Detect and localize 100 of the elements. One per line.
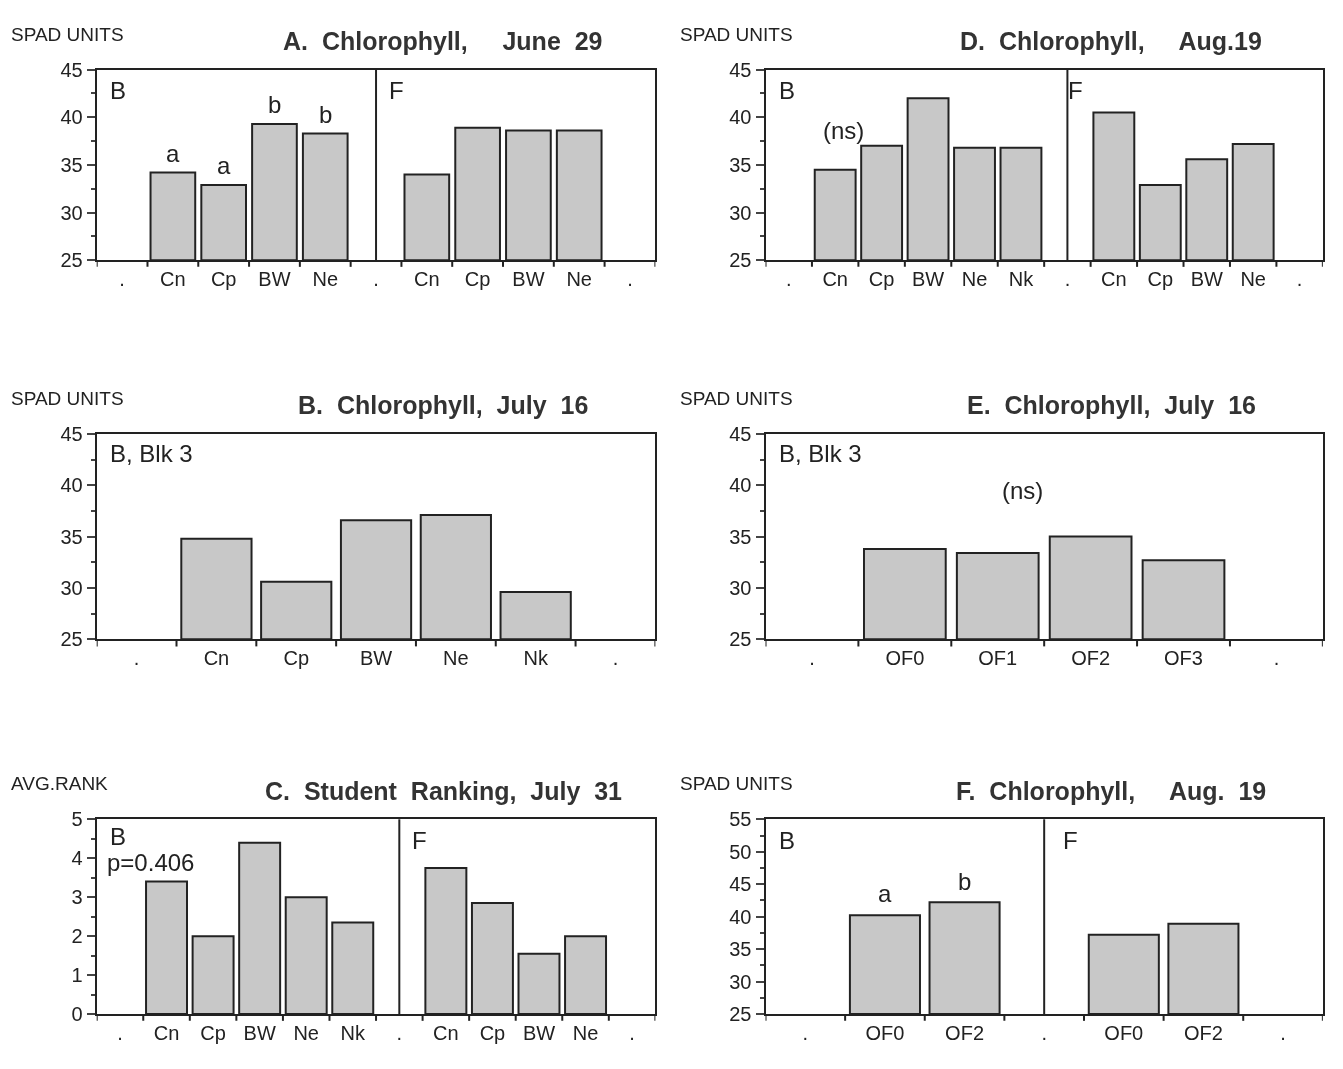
annotation: F [389, 77, 404, 104]
annotation: B [110, 823, 127, 850]
x-tick-label: . [802, 1022, 809, 1045]
annotation: p=0.406 [107, 849, 195, 876]
x-tick-label: . [629, 1022, 635, 1045]
x-tick-label: Cn [160, 268, 186, 291]
annotation: (ns) [823, 117, 865, 144]
y-tick-label: 40 [60, 106, 83, 129]
y-tick-label: 35 [729, 153, 752, 176]
x-tick-label: Cp [200, 1022, 226, 1045]
chart-title: B. Chlorophyll, July 16 [298, 391, 589, 419]
y-tick-label: 45 [729, 873, 752, 896]
x-tick-label: Cp [479, 1022, 506, 1045]
y-tick-label: 35 [60, 153, 83, 176]
x-tick-label: BW [359, 647, 393, 670]
y-tick-label: 30 [60, 201, 83, 224]
y-tick-label: 25 [729, 1003, 752, 1026]
x-tick-label: Cp [283, 647, 310, 670]
x-tick-label: Ne [312, 268, 339, 291]
x-tick-label: Ne [1240, 268, 1266, 291]
y-tick-label: 25 [60, 628, 83, 651]
x-tick-label: OF2 [945, 1022, 985, 1045]
y-tick-label: 55 [729, 808, 752, 831]
y-tick-label: 40 [729, 905, 752, 928]
x-tick-label: . [1280, 1022, 1286, 1045]
x-tick-label: . [612, 647, 619, 670]
y-tick-label: 25 [60, 249, 83, 272]
y-tick-label: 4 [71, 847, 83, 870]
annotation: B, Blk 3 [779, 440, 862, 467]
y-axis-title: SPAD UNITS [11, 388, 124, 409]
x-tick-label: OF0 [885, 647, 925, 670]
x-tick-label: . [1273, 647, 1280, 670]
y-tick-label: 30 [729, 201, 752, 224]
x-tick-label: BW [911, 268, 945, 291]
y-tick-label: 35 [729, 525, 752, 548]
y-tick-label: 45 [60, 422, 83, 445]
annotation: F [1063, 827, 1078, 854]
y-tick-label: 1 [71, 964, 83, 987]
x-tick-label: Cn [414, 268, 440, 291]
x-tick-label: OF0 [1104, 1022, 1144, 1045]
x-tick-label: Ne [443, 647, 469, 670]
y-tick-label: 30 [729, 576, 752, 599]
y-tick-label: 3 [71, 886, 83, 909]
annotation: b [958, 868, 972, 895]
annotation: a [878, 880, 892, 907]
x-tick-label: OF3 [1164, 647, 1203, 670]
x-tick-label: . [373, 268, 379, 291]
y-axis-title: SPAD UNITS [680, 388, 793, 409]
x-tick-label: Ne [566, 268, 592, 291]
y-tick-label: 40 [729, 106, 752, 129]
y-axis-title: AVG.RANK [11, 773, 109, 794]
annotation: B [779, 77, 796, 104]
x-tick-label: . [119, 268, 125, 291]
x-tick-label: Cp [1147, 268, 1174, 291]
x-tick-label: Cn [153, 1022, 180, 1045]
x-tick-label: Cn [203, 647, 230, 670]
y-axis-title: SPAD UNITS [680, 773, 793, 794]
x-tick-label: OF1 [978, 647, 1018, 670]
x-tick-label: . [1296, 268, 1303, 291]
y-tick-label: 40 [729, 474, 752, 497]
x-tick-label: Nk [1008, 268, 1035, 291]
x-tick-label: . [1064, 268, 1071, 291]
y-tick-label: 30 [729, 970, 752, 993]
x-tick-label: Ne [293, 1022, 319, 1045]
y-tick-label: 50 [729, 840, 752, 863]
annotation: a [166, 140, 180, 167]
y-tick-label: 25 [729, 249, 752, 272]
x-tick-label: Ne [961, 268, 988, 291]
x-tick-label: BW [522, 1022, 556, 1045]
x-tick-label: . [117, 1022, 123, 1045]
x-tick-label: Cn [822, 268, 848, 291]
y-tick-label: 35 [60, 525, 83, 548]
x-tick-label: . [133, 647, 140, 670]
annotation: b [268, 91, 282, 118]
y-axis-title: SPAD UNITS [680, 24, 793, 45]
y-tick-label: 45 [60, 58, 83, 81]
y-tick-label: 0 [71, 1003, 83, 1026]
x-tick-label: OF2 [1183, 1022, 1223, 1045]
x-tick-label: . [396, 1022, 403, 1045]
y-tick-label: 40 [60, 474, 83, 497]
y-tick-label: 2 [71, 925, 83, 948]
annotation: B [110, 77, 127, 104]
annotation: F [1068, 77, 1083, 104]
chart-title: A. Chlorophyll, June 29 [283, 27, 603, 55]
annotation: (ns) [1002, 477, 1044, 504]
x-tick-label: Ne [572, 1022, 599, 1045]
x-tick-label: Cp [868, 268, 895, 291]
x-tick-label: . [1041, 1022, 1047, 1045]
x-tick-label: Cn [433, 1022, 459, 1045]
chart-title: C. Student Ranking, July 31 [265, 777, 623, 805]
y-tick-label: 45 [729, 58, 752, 81]
x-tick-label: OF2 [1071, 647, 1111, 670]
annotation: F [412, 827, 427, 854]
y-tick-label: 25 [729, 628, 752, 651]
annotation: B [779, 827, 796, 854]
y-tick-label: 30 [60, 576, 83, 599]
chart-title: E. Chlorophyll, July 16 [967, 391, 1256, 419]
annotation: B, Blk 3 [110, 440, 193, 467]
annotation: b [319, 101, 333, 128]
y-axis-title: SPAD UNITS [11, 24, 124, 45]
